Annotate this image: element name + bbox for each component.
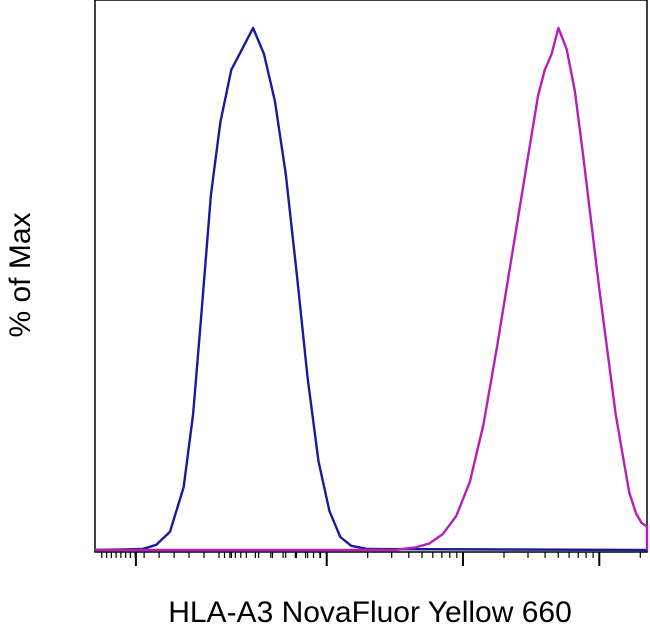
x-axis-label: HLA-A3 NovaFluor Yellow 660: [168, 596, 572, 629]
histogram-series-2: [95, 26, 649, 552]
plot-frame: [94, 0, 648, 553]
histogram-series-1: [94, 26, 648, 552]
x-axis-ticks: [101, 552, 641, 566]
series-layer: [94, 26, 649, 552]
y-axis-label: % of Max: [4, 212, 37, 337]
